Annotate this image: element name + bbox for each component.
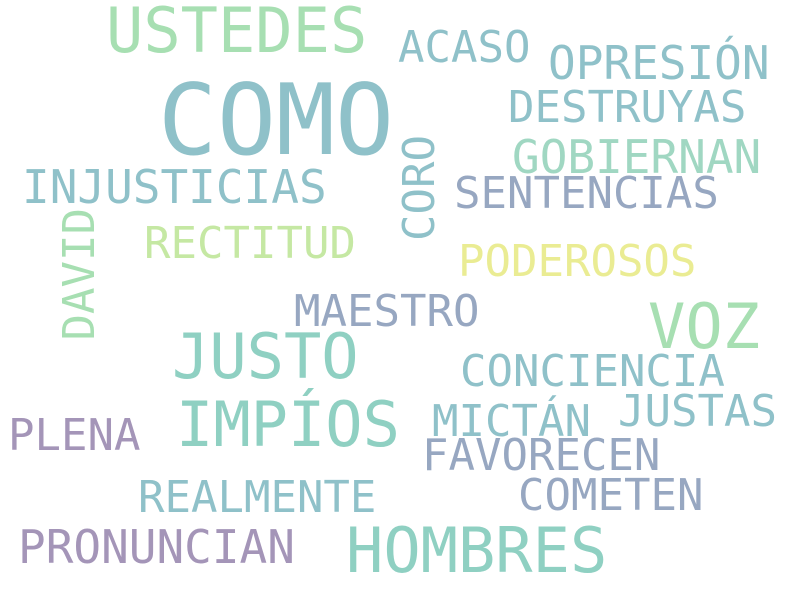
word-destruyas: DESTRUYAS <box>508 82 747 133</box>
word-mictan: MICTÁN <box>432 396 591 447</box>
word-poderosos: PODEROSOS <box>458 236 697 287</box>
word-justas: JUSTAS <box>618 386 777 437</box>
word-impios: IMPÍOS <box>176 388 400 461</box>
word-cometen: COMETEN <box>518 470 704 521</box>
word-rectitud: RECTITUD <box>144 218 356 269</box>
word-favorecen: FAVORECEN <box>422 430 661 481</box>
word-acaso: ACASO <box>398 22 531 73</box>
word-opresion: OPRESIÓN <box>548 36 770 90</box>
word-conciencia: CONCIENCIA <box>460 346 725 397</box>
word-sentencias: SENTENCIAS <box>454 168 719 219</box>
word-plena: PLENA <box>8 410 141 461</box>
word-ustedes: USTEDES <box>106 0 368 67</box>
word-justo: JUSTO <box>172 320 359 393</box>
word-como: COMO <box>158 64 395 178</box>
word-pronuncian: PRONUNCIAN <box>18 520 295 574</box>
word-injusticias: INJUSTICIAS <box>22 160 327 214</box>
word-hombres: HOMBRES <box>346 514 608 587</box>
word-realmente: REALMENTE <box>138 472 377 523</box>
word-david: DAVID <box>54 208 105 341</box>
word-coro: CORO <box>394 135 445 241</box>
word-maestro: MAESTRO <box>294 286 480 337</box>
word-gobiernan: GOBIERNAN <box>512 130 762 184</box>
word-voz: VOZ <box>648 290 760 363</box>
